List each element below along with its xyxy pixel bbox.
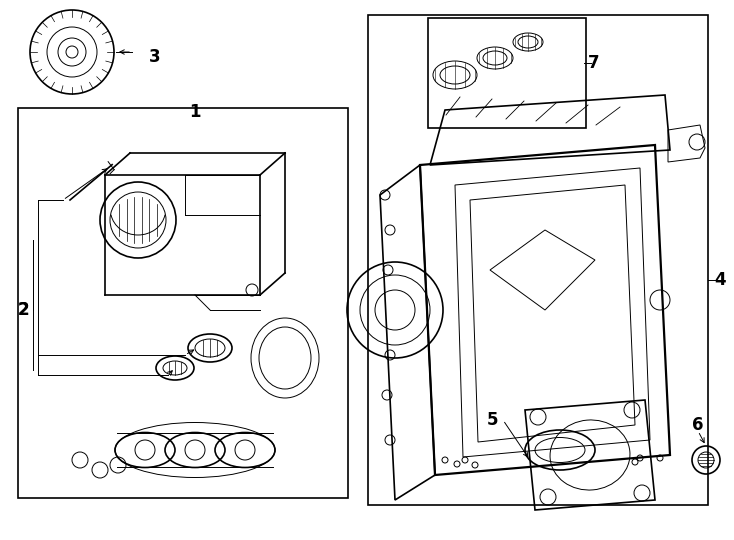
Text: 4: 4 (714, 271, 726, 289)
Text: 7: 7 (588, 54, 600, 72)
Bar (368, 15, 708, 505)
Bar (18, 108, 348, 498)
Text: 1: 1 (189, 103, 201, 121)
Bar (428, 18, 586, 128)
Text: 6: 6 (692, 416, 704, 434)
Text: 2: 2 (17, 301, 29, 319)
Text: 2: 2 (17, 301, 29, 319)
Text: 5: 5 (487, 411, 498, 429)
Text: 3: 3 (149, 48, 161, 66)
